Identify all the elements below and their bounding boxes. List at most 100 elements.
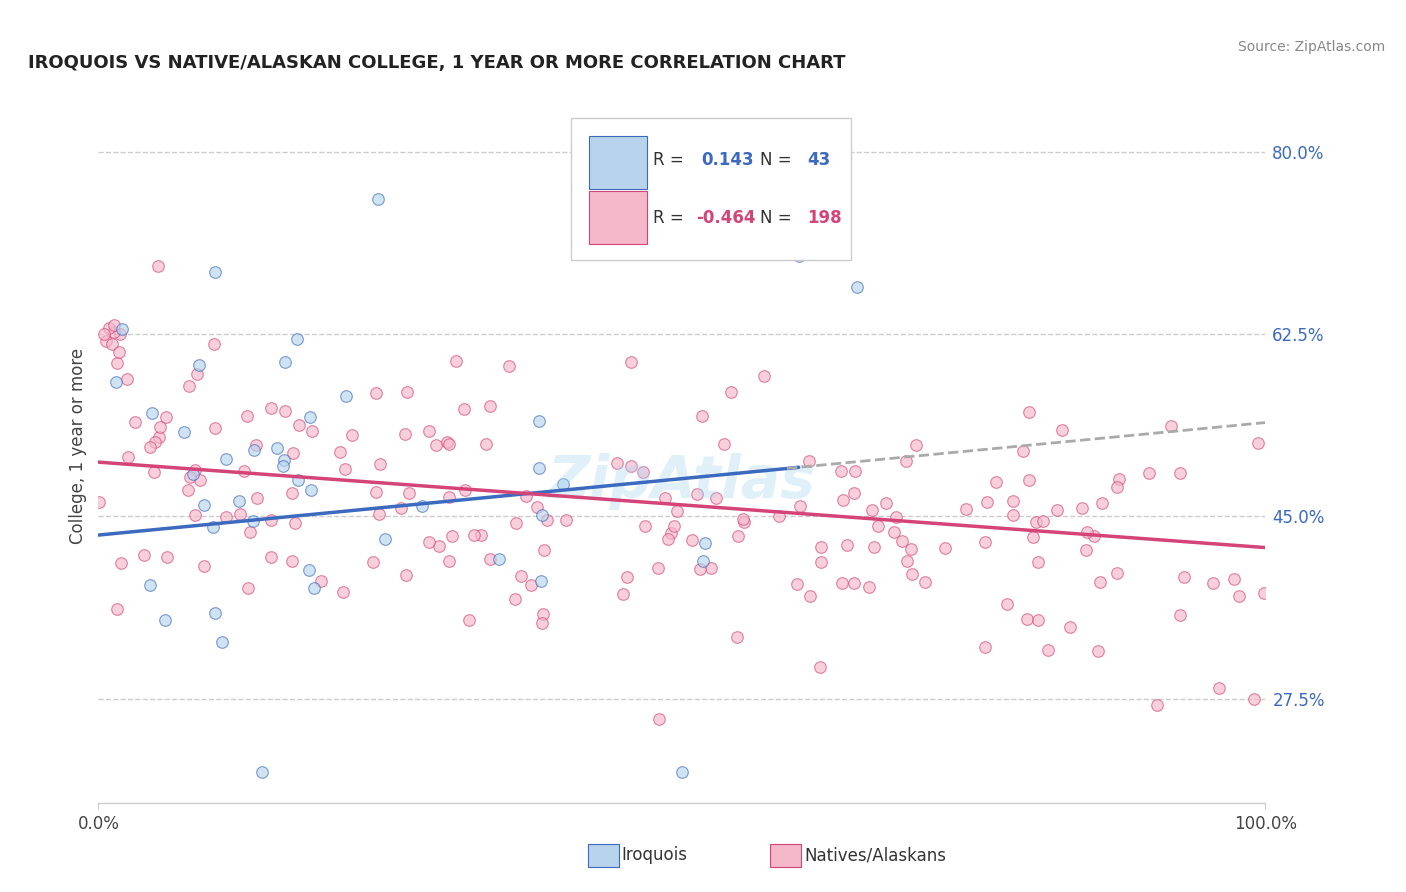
Point bbox=[1091, 496, 1114, 510]
Point bbox=[204, 607, 226, 621]
Point bbox=[104, 375, 127, 389]
Point bbox=[103, 325, 125, 339]
Point bbox=[271, 458, 294, 473]
Point bbox=[283, 446, 305, 460]
Point bbox=[837, 537, 859, 551]
Point bbox=[510, 569, 533, 583]
Point bbox=[215, 451, 238, 466]
Point bbox=[108, 326, 131, 341]
Point bbox=[138, 440, 160, 454]
Text: N =: N = bbox=[761, 151, 792, 169]
Point bbox=[260, 401, 283, 415]
Point bbox=[110, 556, 132, 570]
Text: 43: 43 bbox=[807, 151, 830, 169]
Point bbox=[242, 514, 264, 528]
Point bbox=[309, 574, 332, 589]
Point bbox=[329, 444, 352, 458]
Point bbox=[884, 509, 907, 524]
Point bbox=[302, 581, 325, 595]
Point bbox=[713, 437, 735, 451]
Point bbox=[530, 508, 553, 523]
Point bbox=[665, 504, 688, 518]
Point bbox=[332, 585, 354, 599]
Point bbox=[1083, 528, 1105, 542]
Point bbox=[141, 406, 163, 420]
Point bbox=[142, 465, 165, 479]
Point bbox=[868, 519, 890, 533]
Point bbox=[830, 464, 852, 478]
Point bbox=[396, 384, 419, 399]
Point bbox=[93, 326, 115, 341]
Point bbox=[530, 574, 553, 588]
Point bbox=[647, 561, 669, 575]
Point bbox=[671, 764, 693, 779]
Point bbox=[101, 337, 124, 351]
Point bbox=[235, 409, 257, 424]
Text: ZipAtlas: ZipAtlas bbox=[548, 453, 815, 510]
Point bbox=[1227, 589, 1250, 603]
Point bbox=[1050, 423, 1073, 437]
Point bbox=[418, 424, 440, 438]
Text: IROQUOIS VS NATIVE/ALASKAN COLLEGE, 1 YEAR OR MORE CORRELATION CHART: IROQUOIS VS NATIVE/ALASKAN COLLEGE, 1 YE… bbox=[28, 54, 846, 72]
Point bbox=[202, 337, 225, 351]
Point bbox=[274, 355, 297, 369]
FancyBboxPatch shape bbox=[589, 191, 647, 244]
Point bbox=[526, 500, 548, 514]
Point bbox=[439, 553, 461, 567]
Point bbox=[444, 354, 467, 368]
Point bbox=[797, 453, 820, 467]
Point bbox=[478, 552, 501, 566]
Point bbox=[844, 464, 866, 478]
Point bbox=[752, 368, 775, 383]
Point bbox=[458, 613, 481, 627]
Point bbox=[395, 567, 418, 582]
Point bbox=[1090, 575, 1112, 590]
Point bbox=[242, 443, 264, 458]
Point bbox=[1025, 516, 1047, 530]
Point bbox=[437, 490, 460, 504]
Point bbox=[1243, 691, 1265, 706]
Point bbox=[1036, 643, 1059, 657]
Point bbox=[1173, 570, 1195, 584]
Text: N =: N = bbox=[761, 209, 792, 227]
Point bbox=[153, 613, 176, 627]
Point bbox=[1168, 466, 1191, 480]
Point bbox=[974, 640, 997, 655]
Point bbox=[612, 587, 634, 601]
Point bbox=[374, 532, 396, 546]
Point bbox=[1223, 572, 1246, 586]
Point bbox=[179, 470, 201, 484]
Point bbox=[681, 533, 703, 548]
Point bbox=[1108, 472, 1130, 486]
Point bbox=[246, 491, 269, 505]
Point bbox=[808, 660, 831, 674]
Point bbox=[177, 483, 200, 498]
Point bbox=[695, 536, 717, 550]
Point bbox=[201, 519, 224, 533]
Point bbox=[529, 461, 551, 475]
Point bbox=[1146, 698, 1168, 712]
Point bbox=[1087, 644, 1109, 658]
Point bbox=[105, 356, 128, 370]
Point bbox=[531, 615, 554, 630]
Point bbox=[367, 507, 389, 521]
Point bbox=[132, 548, 155, 562]
Point bbox=[245, 438, 267, 452]
Point bbox=[620, 355, 643, 369]
Point bbox=[418, 535, 440, 549]
Point bbox=[1071, 501, 1094, 516]
Point bbox=[368, 457, 391, 471]
Point bbox=[1160, 418, 1182, 433]
Point bbox=[900, 566, 922, 581]
Point bbox=[454, 483, 477, 497]
Point bbox=[156, 549, 179, 564]
Point bbox=[832, 493, 855, 508]
Point bbox=[425, 438, 447, 452]
Point bbox=[858, 580, 880, 594]
Point bbox=[768, 509, 790, 524]
Point bbox=[529, 414, 551, 428]
Point bbox=[398, 486, 420, 500]
Point bbox=[103, 318, 125, 332]
Point bbox=[187, 358, 209, 372]
Point bbox=[284, 516, 307, 530]
